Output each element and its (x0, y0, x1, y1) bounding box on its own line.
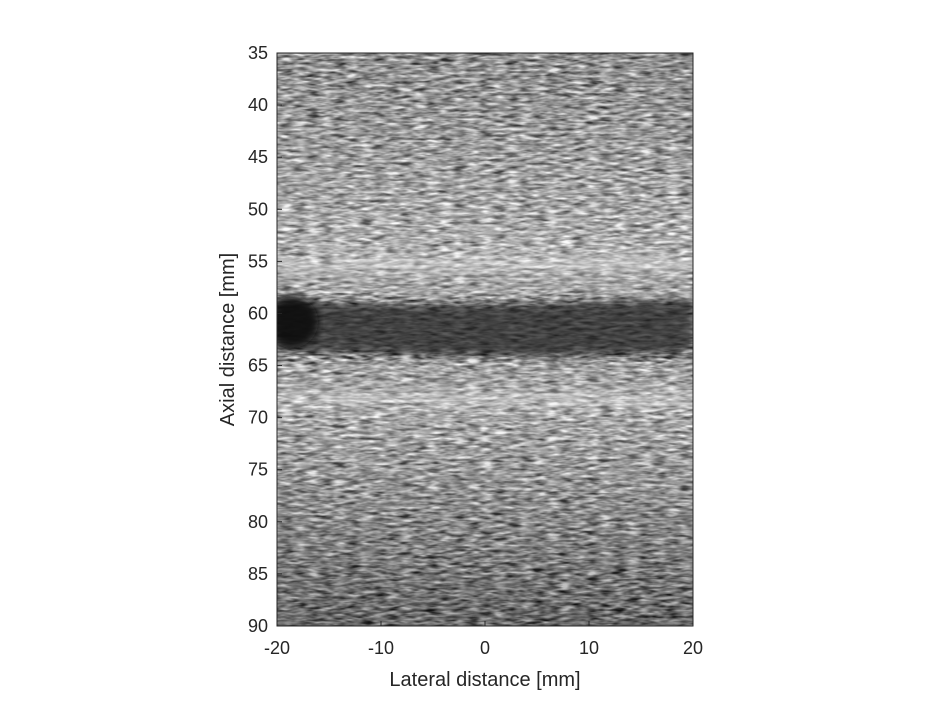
y-tick-label: 50 (248, 199, 268, 219)
x-tick-label: -20 (264, 638, 290, 658)
image-plot-area (266, 53, 693, 626)
x-tick-label: -10 (368, 638, 394, 658)
y-tick-label: 40 (248, 95, 268, 115)
x-tick-label: 20 (683, 638, 703, 658)
lower-bright-wall (277, 360, 693, 410)
x-axis-label: Lateral distance [mm] (389, 669, 580, 691)
dark-inlet-region (266, 296, 318, 348)
y-axis-label: Axial distance [mm] (217, 253, 239, 426)
x-axis-ticks: -20 -10 0 10 20 (264, 621, 703, 658)
x-tick-label: 0 (480, 638, 490, 658)
dark-vessel-band (277, 300, 693, 356)
x-tick-label: 10 (579, 638, 599, 658)
y-tick-label: 65 (248, 356, 268, 376)
y-tick-label: 35 (248, 43, 268, 63)
y-tick-label: 75 (248, 460, 268, 480)
upper-bright-wall (277, 257, 693, 300)
y-tick-label: 55 (248, 251, 268, 271)
y-tick-label: 90 (248, 616, 268, 636)
y-tick-label: 85 (248, 564, 268, 584)
y-tick-label: 60 (248, 303, 268, 323)
y-tick-label: 45 (248, 147, 268, 167)
y-tick-label: 80 (248, 512, 268, 532)
y-tick-label: 70 (248, 408, 268, 428)
